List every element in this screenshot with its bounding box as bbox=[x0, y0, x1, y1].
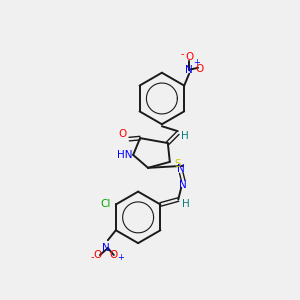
Text: S: S bbox=[174, 159, 181, 169]
Text: H: H bbox=[181, 131, 189, 141]
Text: N: N bbox=[102, 243, 110, 253]
Text: O: O bbox=[110, 250, 118, 260]
Text: N: N bbox=[177, 164, 185, 174]
Text: N: N bbox=[179, 180, 187, 190]
Text: H: H bbox=[182, 200, 190, 209]
Text: +: + bbox=[194, 58, 200, 67]
Text: O: O bbox=[195, 64, 203, 74]
Text: Cl: Cl bbox=[101, 200, 111, 209]
Text: O: O bbox=[94, 250, 102, 260]
Text: O: O bbox=[118, 129, 126, 139]
Text: +: + bbox=[117, 253, 124, 262]
Text: O: O bbox=[185, 52, 193, 62]
Text: N: N bbox=[185, 65, 193, 75]
Text: -: - bbox=[90, 252, 94, 262]
Text: -: - bbox=[181, 49, 184, 59]
Text: HN: HN bbox=[118, 150, 133, 160]
